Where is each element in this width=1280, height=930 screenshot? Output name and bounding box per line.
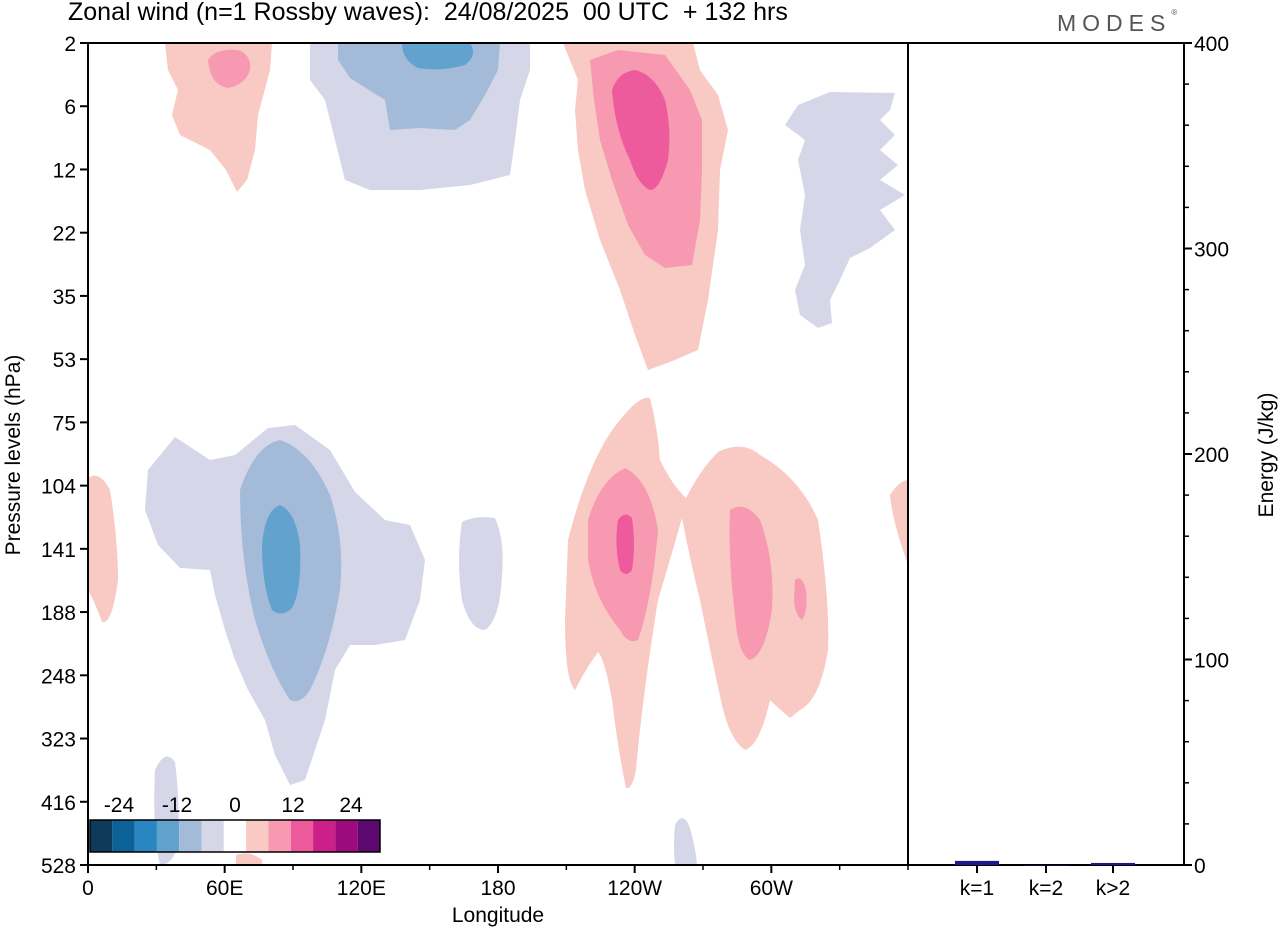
contour-field [88,43,908,865]
colorbar-swatch [156,820,180,852]
energy-bar [1091,862,1135,865]
colorbar-label: 0 [229,794,241,817]
colorbar-swatch [90,820,113,852]
colorbar-frame [89,819,381,853]
colorbar-swatch [246,820,269,852]
x-tick-label: 120E [337,877,386,900]
bar-category-label: k=1 [960,877,994,900]
energy-bars: k=1 k=2 k>2 [955,860,1135,900]
colorbar-swatch [335,820,358,852]
x-tick-label: 60W [750,877,793,900]
colorbar-swatch [357,820,380,852]
contour-pos-5 [794,578,807,620]
energy-frame [907,42,1185,866]
colorbar-label: 24 [339,794,363,817]
contour-pos-2c [612,70,670,190]
y-tick-label: 416 [41,792,76,815]
energy-tick-label: 300 [1194,239,1229,262]
x-tick-label: 60E [206,877,243,900]
colorbar-swatch [223,820,247,852]
contour-pos-4 [729,506,773,660]
x-axis-label: Longitude [452,904,544,927]
bar-category-label: k>2 [1096,877,1130,900]
y-tick-label: 528 [41,855,76,878]
y-tick-label: 35 [53,286,76,309]
y-axis-label: Pressure levels (hPa) [2,355,25,556]
y-tick-label: 75 [53,412,76,435]
energy-tick-label: 0 [1194,855,1206,878]
pressure-axis: 2 6 12 22 35 53 75 104 141 188 248 323 416 528 [41,33,88,878]
colorbar: -24 -12 0 12 24 [89,794,381,853]
y-tick-label: 53 [53,349,76,372]
colorbar-swatch [201,820,224,852]
y-tick-label: 104 [41,476,76,499]
contour-pos-7 [890,480,908,565]
modes-logo: MODES® [1057,8,1178,37]
y-tick-label: 22 [53,223,76,246]
contour-neg-3c [262,505,301,614]
energy-bar [955,860,999,865]
logo-mark: ® [1171,8,1178,17]
contour-neg-2 [785,92,905,328]
y-tick-label: 2 [64,33,76,56]
y-tick-label: 6 [64,96,76,119]
colorbar-swatch [112,820,135,852]
colorbar-swatch [313,820,336,852]
x-tick-label: 0 [82,877,94,900]
contour-neg-6 [674,818,697,865]
colorbar-swatch [268,820,291,852]
bar-category-label: k=2 [1029,877,1063,900]
energy-tick-label: 400 [1194,33,1229,56]
colorbar-swatch [290,820,314,852]
energy-tick-label: 100 [1194,650,1229,673]
y-tick-label: 323 [41,729,76,752]
contour-neg-4 [459,517,503,630]
contour-pos-1b [208,49,251,88]
y-tick-label: 141 [41,539,76,562]
contour-neg-1c [402,43,474,70]
colorbar-label: 12 [281,794,304,817]
longitude-axis: 0 60E 120E 180 120W 60W [82,865,909,900]
y-tick-label: 188 [41,602,76,625]
contour-pos-1 [165,43,272,192]
x-tick-label: 120W [607,877,662,900]
colorbar-label: -12 [162,794,192,817]
chart-title: Zonal wind (n=1 Rossby waves): 24/08/202… [68,0,788,26]
colorbar-label: -24 [104,794,135,817]
energy-tick-label: 200 [1194,444,1229,467]
contour-pos-8 [236,853,262,865]
colorbar-swatch [179,820,202,852]
colorbar-swatch [134,820,157,852]
logo-text: MODES [1057,10,1172,36]
energy-axis-label: Energy (J/kg) [1255,393,1278,518]
energy-axis: 0 100 200 300 400 [1184,33,1229,878]
y-tick-label: 248 [41,665,76,688]
contour-pos-3c [616,514,634,574]
contour-pos-6 [88,475,118,623]
x-tick-label: 180 [480,877,515,900]
y-tick-label: 12 [53,159,76,182]
